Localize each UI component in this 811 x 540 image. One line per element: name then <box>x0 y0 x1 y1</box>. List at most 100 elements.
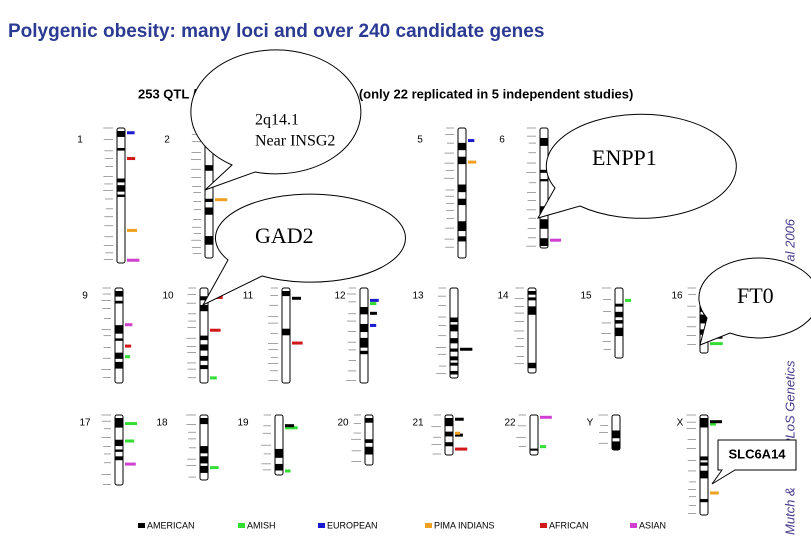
locus-mark <box>215 198 228 202</box>
legend-label: AFRICAN <box>549 520 589 530</box>
legend-swatch <box>425 523 432 528</box>
callout-bubble <box>536 113 737 219</box>
chromosome-band <box>115 418 123 428</box>
locus-mark <box>125 323 133 327</box>
chromosome-band <box>700 456 708 461</box>
locus-mark <box>125 462 136 466</box>
legend-label: ASIAN <box>639 520 666 530</box>
legend-swatch <box>238 523 245 528</box>
callout-bubble <box>190 49 362 191</box>
chromosome-band <box>282 328 290 336</box>
legend-label: EUROPEAN <box>327 520 378 530</box>
legend-swatch <box>540 523 547 528</box>
credit-text: t, PLoS Genetics <box>782 360 797 458</box>
chromosome-band <box>205 165 213 171</box>
locus-mark <box>468 139 475 143</box>
chromosome-band <box>458 184 466 193</box>
locus-mark <box>125 355 131 359</box>
chromosome-band <box>117 185 125 192</box>
legend-swatch <box>138 523 145 528</box>
chromosome-label: 20 <box>337 418 349 429</box>
locus-mark <box>210 376 217 380</box>
chromosome-band <box>458 221 466 232</box>
legend: AMERICAN AMISH EUROPEAN PIMA INDIANS AFRICAN… <box>138 520 666 530</box>
callouts: 2q14.1 Near INSG2 GAD2 ENPP1 FT0 SLC6A14 <box>190 49 811 485</box>
locus-mark <box>210 328 221 332</box>
chromosome-band <box>540 238 548 247</box>
chromosome-band <box>528 362 536 369</box>
chromosome-band <box>458 142 466 151</box>
chromosome-band <box>700 418 708 428</box>
locus-mark <box>625 298 632 302</box>
locus-mark <box>540 415 552 419</box>
chromosome-band <box>360 337 368 348</box>
chromosome-label: 21 <box>412 418 424 429</box>
chromosome-band <box>450 356 458 361</box>
chromosome-band <box>450 338 458 344</box>
chromosome-band <box>540 179 548 182</box>
chromosome-label: 13 <box>412 291 424 302</box>
locus-mark <box>285 426 298 430</box>
chromosome-band <box>530 448 538 451</box>
chromosome-label: 2 <box>164 135 170 146</box>
locus-mark <box>210 466 219 470</box>
chromosome-band <box>200 335 208 341</box>
chromosome-band <box>365 439 373 443</box>
chromosome-band <box>115 352 123 359</box>
chromosome-band <box>275 448 283 458</box>
chromosome-band <box>200 365 208 370</box>
chromosome-band <box>540 169 548 173</box>
chromosome-band <box>700 314 708 324</box>
locus-mark <box>292 296 301 300</box>
chromosome-band <box>528 306 536 315</box>
chromosome-band <box>117 194 125 197</box>
locus-mark <box>125 439 132 443</box>
chromosome-label: 9 <box>82 291 88 302</box>
legend-label: PIMA INDIANS <box>434 520 495 530</box>
chromosome-label: X <box>677 418 684 429</box>
locus-mark <box>125 344 132 348</box>
chromosome-label: 1 <box>77 135 83 146</box>
chromosome-band <box>200 304 208 312</box>
chromosome <box>529 414 539 456</box>
chromosome-label: 10 <box>162 291 174 302</box>
chromosome-label: 5 <box>417 135 423 146</box>
locus-mark <box>455 431 461 435</box>
legend-swatch <box>318 523 325 528</box>
chromosome-band <box>115 291 123 297</box>
chromosome-band <box>205 236 213 245</box>
callout-bubble <box>201 193 406 307</box>
chromosome-band <box>200 446 208 454</box>
callout-text: SLC6A14 <box>728 446 786 461</box>
locus-mark <box>127 131 135 135</box>
chromosome-band <box>445 442 453 447</box>
legend-label: AMERICAN <box>147 520 195 530</box>
callout-bubble <box>711 439 797 485</box>
chromosome-band <box>615 303 623 307</box>
locus-mark <box>370 302 377 306</box>
chromosome-label: 18 <box>156 418 168 429</box>
locus-mark <box>370 323 377 327</box>
locus-mark <box>127 258 140 262</box>
chromosome-band <box>200 456 208 464</box>
chromosome-band <box>365 418 373 423</box>
callout-text: Near INSG2 <box>255 133 335 150</box>
locus-mark <box>550 238 562 242</box>
legend-label: AMISH <box>247 520 276 530</box>
locus-mark <box>292 341 303 345</box>
chromosome-band <box>275 463 283 471</box>
locus-mark <box>455 447 468 451</box>
chromosome-band <box>115 300 123 304</box>
locus-mark <box>285 424 295 428</box>
chromosome-band <box>700 462 708 466</box>
chromosome <box>359 287 369 384</box>
chromosome-band <box>200 355 208 361</box>
chromosome-band <box>365 446 373 455</box>
chromosome-label: 11 <box>243 291 254 302</box>
chromosome-band <box>450 362 458 366</box>
chromosome-band <box>117 131 125 137</box>
chromosome-band <box>200 344 208 351</box>
chromosome-label: 19 <box>237 418 249 429</box>
chromosome-map <box>101 127 723 516</box>
chromosome-band <box>540 219 548 229</box>
